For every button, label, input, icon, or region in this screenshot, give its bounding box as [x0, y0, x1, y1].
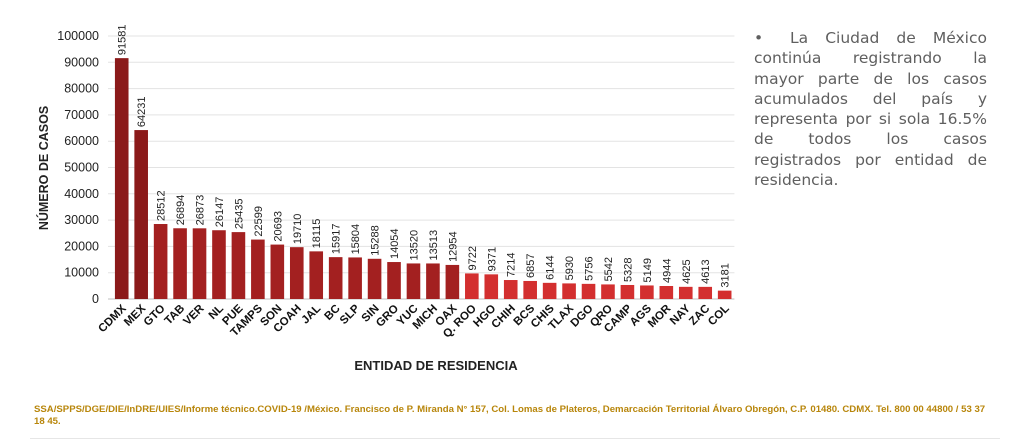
x-tick-label: JAL [299, 303, 323, 327]
value-label: 5328 [622, 258, 634, 282]
bar-ags [640, 285, 654, 299]
footer-divider [30, 438, 1000, 439]
bar-chart: 0 10000 20000 30000 40000 50000 60000 70000 8000… [36, 25, 735, 373]
bar-mich [426, 263, 440, 299]
y-tick-label: 40000 [64, 187, 99, 201]
x-tick-label: GTO [142, 303, 168, 329]
value-label: 12954 [447, 231, 459, 262]
y-tick-label: 80000 [64, 82, 99, 96]
y-tick-label: 20000 [64, 239, 99, 253]
value-label: 26873 [195, 195, 207, 226]
value-label: 22599 [253, 206, 265, 237]
y-axis-ticks: 0 10000 20000 30000 40000 50000 60000 70000 8000… [57, 29, 99, 306]
x-tick-label: GRO [374, 303, 401, 330]
value-label: 19710 [292, 214, 304, 245]
x-tick-label: NAY [668, 302, 693, 327]
bars [114, 58, 732, 300]
value-label: 5756 [584, 256, 596, 280]
bar-tamps [251, 239, 265, 299]
value-label: 6144 [545, 255, 557, 279]
bar-zac [698, 286, 713, 299]
value-label: 91581 [117, 25, 129, 56]
bar-yuc [406, 263, 421, 299]
bar-son [270, 244, 285, 299]
bar-sin [367, 258, 382, 299]
value-label: 6857 [525, 253, 537, 277]
bar-nl [212, 230, 226, 299]
bar-col [717, 290, 732, 299]
value-label: 25435 [233, 199, 245, 230]
bar-hgo [484, 274, 499, 299]
y-tick-label: 60000 [64, 134, 99, 148]
value-label: 4944 [661, 259, 673, 283]
bar-oax [445, 264, 460, 299]
value-label: 15288 [370, 225, 382, 256]
bar-tab [173, 228, 187, 299]
bar-chih [503, 280, 518, 299]
value-label: 4613 [700, 259, 712, 283]
value-label: 26147 [214, 197, 226, 228]
value-label: 18115 [311, 219, 323, 249]
y-tick-label: 50000 [64, 161, 99, 175]
bar-coah [289, 247, 304, 299]
note-text: La Ciudad de México continúa registrando… [754, 29, 987, 190]
y-tick-label: 90000 [64, 55, 99, 69]
bar-nay [678, 286, 693, 299]
bar-jal [309, 251, 324, 299]
value-label: 28512 [156, 190, 168, 221]
value-label: 5930 [564, 256, 576, 280]
bar-mor [659, 285, 674, 299]
value-label: 20693 [272, 211, 284, 242]
source-citation: SSA/SPPS/DGE/DIE/InDRE/UIES/Informe técn… [34, 404, 986, 427]
bar-camp [620, 284, 635, 299]
value-label: 9371 [486, 247, 498, 271]
y-tick-label: 10000 [64, 266, 99, 280]
value-label: 26894 [175, 195, 187, 226]
value-label: 3181 [720, 263, 732, 287]
bullet-icon: • [754, 29, 764, 47]
value-label: 13520 [408, 230, 420, 261]
y-axis-title: NÚMERO DE CASOS [36, 106, 51, 230]
value-label: 5149 [642, 258, 654, 282]
bar-dgo [581, 283, 596, 299]
value-label: 5542 [603, 257, 615, 281]
x-tick-label: SLP [338, 302, 363, 327]
bar-q-roo [465, 273, 479, 299]
value-label: 13513 [428, 230, 440, 261]
bar-mex [134, 130, 148, 299]
bar-tlax [562, 283, 576, 299]
value-labels: 91581 64231 28512 26894 26873 26147 25435 22599… [117, 25, 732, 288]
bar-gro [387, 262, 401, 299]
y-tick-label: 70000 [64, 108, 99, 122]
value-label: 4625 [681, 259, 693, 283]
value-label: 64231 [136, 96, 148, 127]
x-tick-label: TAB [163, 303, 188, 328]
x-tick-label: MEX [122, 302, 148, 328]
y-tick-label: 100000 [57, 29, 99, 43]
value-label: 14054 [389, 228, 401, 259]
bar-cdmx [114, 58, 129, 300]
y-tick-label: 0 [92, 292, 99, 306]
x-tick-label: COL [706, 303, 732, 329]
bar-gto [153, 224, 168, 299]
note-paragraph: • La Ciudad de México continúa registrand… [754, 28, 987, 190]
x-axis-title: ENTIDAD DE RESIDENCIA [354, 358, 518, 373]
x-tick-label: ZAC [687, 303, 712, 328]
x-tick-label: VER [181, 302, 207, 328]
bar-qro [601, 284, 615, 299]
bar-bcs [523, 280, 537, 299]
value-label: 7214 [506, 253, 518, 277]
value-label: 15917 [331, 224, 343, 255]
bar-bc [328, 257, 343, 299]
bar-pue [231, 232, 246, 299]
bar-ver [192, 228, 207, 299]
bar-slp [348, 257, 362, 299]
value-label: 9722 [467, 246, 479, 270]
bar-chis [542, 282, 557, 299]
value-label: 15804 [350, 224, 362, 255]
y-tick-label: 30000 [64, 213, 99, 227]
